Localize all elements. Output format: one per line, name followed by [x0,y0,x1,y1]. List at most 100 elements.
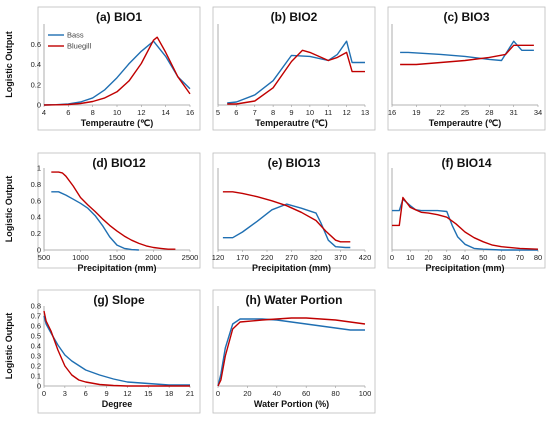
y-tick-label: 0.6 [31,40,41,49]
series-line-bluegill [392,196,539,250]
x-tick-label: 0 [216,389,220,398]
y-tick-label: 0.4 [31,342,41,351]
chart-title: (c) BIO3 [443,10,489,24]
series-line-bluegill [51,171,176,250]
panel-frame [212,289,376,414]
x-tick-label: 80 [331,389,339,398]
chart-title: (e) BIO13 [268,156,321,170]
x-tick-label: 50 [479,253,487,262]
chart-title: (a) BIO1 [96,10,142,24]
y-tick-label: 0.4 [31,213,41,222]
x-tick-label: 20 [243,389,251,398]
x-tick-label: 2000 [145,253,162,262]
series-line-bluegill [222,191,351,243]
y-tick-label: 0.6 [31,322,41,331]
series-line-bluegill [400,44,534,66]
series-line-bluegill [43,310,190,387]
x-tick-label: 120 [212,253,225,262]
x-tick-label: 370 [334,253,347,262]
x-tick-label: 60 [302,389,310,398]
x-tick-label: 40 [461,253,469,262]
y-tick-label: 0.2 [31,362,41,371]
x-tick-label: 0 [42,389,46,398]
y-tick-label: 0.7 [31,312,41,321]
series-line-bluegill [217,317,366,387]
y-tick-label: 0 [37,101,41,110]
y-tick-label: 0.5 [31,332,41,341]
y-axis-label: Logistic Output [4,313,14,380]
x-tick-label: 14 [161,108,169,117]
series-line-bluegill [43,36,191,106]
panel-frame [212,152,376,269]
x-tick-label: 13 [361,108,369,117]
x-tick-label: 170 [236,253,249,262]
chart-title: (g) Slope [93,293,145,307]
x-tick-label: 10 [306,108,314,117]
x-tick-label: 16 [388,108,396,117]
x-tick-label: 11 [324,108,332,117]
x-tick-label: 7 [253,108,257,117]
x-tick-label: 80 [534,253,542,262]
x-tick-label: 60 [497,253,505,262]
x-tick-label: 5 [216,108,220,117]
x-tick-label: 30 [443,253,451,262]
x-tick-label: 8 [271,108,275,117]
x-axis-label: Water Portion (%) [254,399,329,409]
series-line-bass [217,318,365,387]
x-tick-label: 3 [63,389,67,398]
x-tick-label: 9 [289,108,293,117]
x-tick-label: 0 [390,253,394,262]
x-axis-label: Temperautre (℃) [81,118,153,128]
series-line-bass [227,40,365,104]
x-tick-label: 20 [424,253,432,262]
chart-panel-4: (d) BIO12 500 1000 1500 2000 2500 0 0.2 0.4 0.6 0.… [4,152,201,273]
y-tick-label: 0.4 [31,60,41,69]
chart-panel-2: (b) BIO2 5 6 7 8 9 10 11 12 13 Temperautre (℃) [212,6,376,131]
panel-frame [212,6,376,131]
x-tick-label: 12 [137,108,145,117]
x-tick-label: 40 [273,389,281,398]
x-tick-label: 500 [38,253,51,262]
x-axis-label: Precipitation (mm) [252,263,331,273]
x-tick-label: 2500 [182,253,199,262]
y-axis-label: Logistic Output [4,176,14,243]
series-line-bass [222,203,351,249]
y-tick-label: 0.2 [31,229,41,238]
x-tick-label: 420 [359,253,372,262]
x-tick-label: 18 [165,389,173,398]
x-tick-label: 270 [285,253,298,262]
chart-panel-1: (a) BIO1 4 6 8 10 12 14 16 0 0.2 0.4 0.6 Temperautre… [4,6,201,131]
legend: Bass Bluegill [48,31,92,51]
y-tick-label: 0 [37,246,41,255]
y-tick-label: 0.8 [31,302,41,311]
panel-frame [387,6,546,131]
x-tick-label: 19 [412,108,420,117]
chart-title: (d) BIO12 [92,156,146,170]
x-tick-label: 1000 [72,253,89,262]
x-tick-label: 6 [234,108,238,117]
chart-panel-5: (e) BIO13 120 170 220 270 320 370 420 Precipitat… [212,152,376,273]
x-tick-label: 12 [342,108,350,117]
series-line-bass [51,191,139,251]
series-line-bass [400,40,534,62]
x-tick-label: 16 [186,108,194,117]
x-tick-label: 22 [436,108,444,117]
x-axis-label: Temperautre (℃) [429,118,501,128]
x-axis-label: Precipitation (mm) [425,263,504,273]
x-tick-label: 34 [534,108,542,117]
x-tick-label: 1500 [109,253,126,262]
x-tick-label: 21 [186,389,194,398]
chart-title: (b) BIO2 [271,10,318,24]
x-tick-label: 8 [91,108,95,117]
legend-label: Bass [67,31,84,40]
chart-panel-6: (f) BIO14 0 10 20 30 40 50 60 70 80 Precipitation … [387,152,546,273]
chart-title: (h) Water Portion [246,293,343,307]
y-tick-label: 0 [37,382,41,391]
y-axis-label: Logistic Output [4,31,14,98]
x-tick-label: 10 [113,108,121,117]
x-tick-label: 320 [310,253,323,262]
panel-frame [37,152,201,269]
chart-panel-8: (h) Water Portion 0 20 40 60 80 100 Water Porti… [212,289,376,414]
y-tick-label: 0.6 [31,196,41,205]
panel-frame [37,289,201,414]
